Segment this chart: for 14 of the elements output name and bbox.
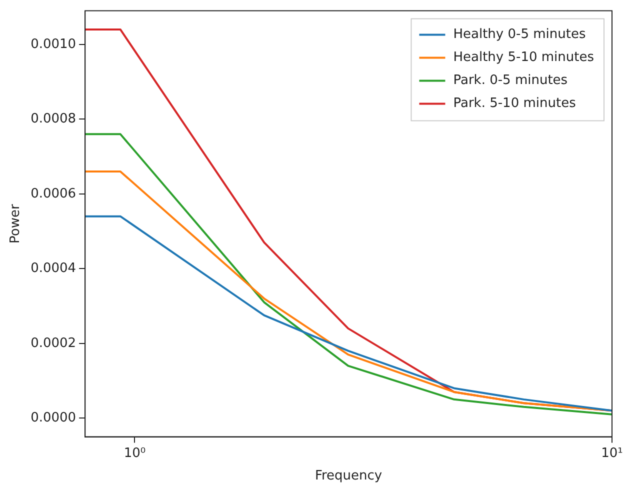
y-axis-title: Power [8,203,24,244]
y-tick-label: 0.0004 [30,261,76,276]
legend-label: Healthy 5-10 minutes [453,50,594,66]
y-tick-label: 0.0006 [30,186,76,202]
legend-label: Healthy 0-5 minutes [453,27,586,42]
x-axis-title: Frequency [314,468,382,484]
y-tick-label: 0.0000 [30,410,76,426]
x-tick-label: 10¹ [601,446,623,461]
y-tick-label: 0.0002 [30,336,76,351]
y-tick-label: 0.0010 [30,36,76,52]
y-tick-label: 0.0008 [30,112,76,127]
x-tick-label: 10⁰ [124,446,146,461]
legend-label: Park. 0-5 minutes [453,73,568,88]
legend-label: Park. 5-10 minutes [453,96,576,112]
